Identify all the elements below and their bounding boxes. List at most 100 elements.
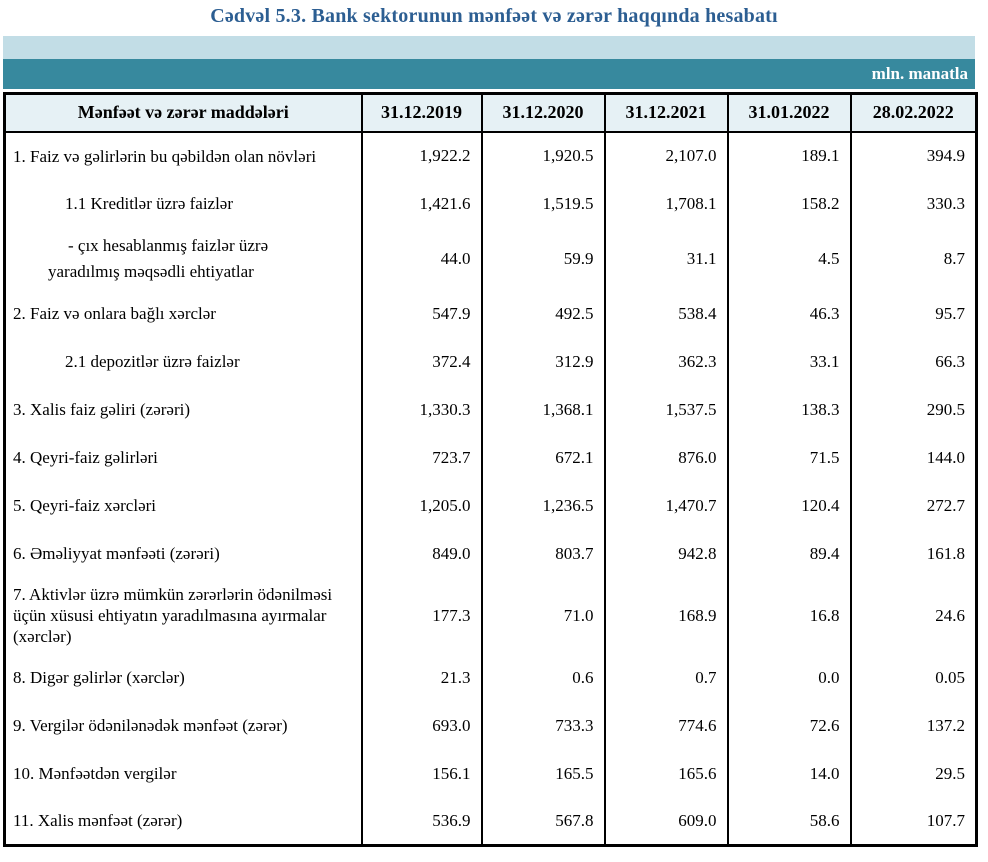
value-cell: 21.3 bbox=[360, 653, 483, 702]
table-row: 5. Qeyri-faiz xərcləri 1,205.0 1,236.5 1,47… bbox=[3, 481, 978, 530]
value-cell: 1,368.1 bbox=[480, 385, 606, 434]
table-header-row: Mənfəət və zərər maddələri 31.12.2019 31.1… bbox=[3, 92, 978, 133]
table-row: 3. Xalis faiz gəliri (zərəri) 1,330.3 1,36… bbox=[3, 385, 978, 434]
value-cell: 107.7 bbox=[849, 797, 978, 846]
date-column-header: 31.12.2020 bbox=[480, 92, 606, 133]
value-cell: 1,920.5 bbox=[480, 131, 606, 180]
row-label-cell: 3. Xalis faiz gəliri (zərəri) bbox=[3, 385, 363, 434]
value-cell: 774.6 bbox=[603, 701, 729, 750]
row-label-cell: 1.1 Kreditlər üzrə faizlər bbox=[3, 179, 363, 228]
table-row: 9. Vergilər ödənilənədək mənfəət (zərər)… bbox=[3, 701, 978, 750]
value-cell: 4.5 bbox=[726, 227, 852, 290]
row-label: 7. Aktivlər üzrə mümkün zərərlərin ödəni… bbox=[13, 585, 333, 646]
value-cell: 8.7 bbox=[849, 227, 978, 290]
value-cell: 29.5 bbox=[849, 749, 978, 798]
table-row: 10. Mənfəətdən vergilər 156.1 165.5 165.6 14… bbox=[3, 749, 978, 798]
table-row: 11. Xalis mənfəət (zərər) 536.9 567.8 609.0… bbox=[3, 797, 978, 846]
value-cell: 177.3 bbox=[360, 577, 483, 654]
table-row: 4. Qeyri-faiz gəlirləri 723.7 672.1 876.0 71… bbox=[3, 433, 978, 482]
value-cell: 0.0 bbox=[726, 653, 852, 702]
table-row: 2.1 depozitlər üzrə faizlər 372.4 312.9 362… bbox=[3, 337, 978, 386]
row-label: 3. Xalis faiz gəliri (zərəri) bbox=[13, 400, 190, 419]
value-cell: 72.6 bbox=[726, 701, 852, 750]
value-cell: 156.1 bbox=[360, 749, 483, 798]
value-cell: 0.05 bbox=[849, 653, 978, 702]
value-cell: 138.3 bbox=[726, 385, 852, 434]
value-cell: 567.8 bbox=[480, 797, 606, 846]
value-cell: 1,519.5 bbox=[480, 179, 606, 228]
page-title: Cədvəl 5.3. Bank sektorunun mənfəət və z… bbox=[210, 5, 778, 27]
row-label-cell: 6. Əməliyyat mənfəəti (zərəri) bbox=[3, 529, 363, 578]
value-cell: 538.4 bbox=[603, 289, 729, 338]
value-cell: 89.4 bbox=[726, 529, 852, 578]
value-cell: 362.3 bbox=[603, 337, 729, 386]
value-cell: 31.1 bbox=[603, 227, 729, 290]
value-cell: 161.8 bbox=[849, 529, 978, 578]
row-label-cell: 4. Qeyri-faiz gəlirləri bbox=[3, 433, 363, 482]
value-cell: 693.0 bbox=[360, 701, 483, 750]
value-cell: 144.0 bbox=[849, 433, 978, 482]
value-cell: 137.2 bbox=[849, 701, 978, 750]
table-sheet: mln. manatla Mənfəət və zərər maddələri 3… bbox=[3, 36, 978, 847]
value-cell: 71.0 bbox=[480, 577, 606, 654]
value-cell: 547.9 bbox=[360, 289, 483, 338]
table-row: 7. Aktivlər üzrə mümkün zərərlərin ödəni… bbox=[3, 577, 978, 654]
row-label: 10. Mənfəətdən vergilər bbox=[13, 764, 177, 783]
row-label-cell: 10. Mənfəətdən vergilər bbox=[3, 749, 363, 798]
table-row: 6. Əməliyyat mənfəəti (zərəri) 849.0 803.7… bbox=[3, 529, 978, 578]
row-label-cell: 1. Faiz və gəlirlərin bu qəbildən olan n… bbox=[3, 131, 363, 180]
pnl-table: Mənfəət və zərər maddələri 31.12.2019 31.1… bbox=[3, 92, 978, 847]
value-cell: 33.1 bbox=[726, 337, 852, 386]
value-cell: 189.1 bbox=[726, 131, 852, 180]
value-cell: 803.7 bbox=[480, 529, 606, 578]
row-label: 4. Qeyri-faiz gəlirləri bbox=[13, 448, 158, 467]
value-cell: 876.0 bbox=[603, 433, 729, 482]
items-column-header: Mənfəət və zərər maddələri bbox=[3, 92, 363, 133]
value-cell: 1,205.0 bbox=[360, 481, 483, 530]
row-label: 9. Vergilər ödənilənədək mənfəət (zərər) bbox=[13, 716, 288, 735]
row-label-cell: 9. Vergilər ödənilənədək mənfəət (zərər) bbox=[3, 701, 363, 750]
table-row: 8. Digər gəlirlər (xərclər) 21.3 0.6 0.7 0.0… bbox=[3, 653, 978, 702]
value-cell: 2,107.0 bbox=[603, 131, 729, 180]
value-cell: 1,236.5 bbox=[480, 481, 606, 530]
row-label: 11. Xalis mənfəət (zərər) bbox=[13, 811, 183, 831]
value-cell: 942.8 bbox=[603, 529, 729, 578]
value-cell: 120.4 bbox=[726, 481, 852, 530]
row-label-cell: 8. Digər gəlirlər (xərclər) bbox=[3, 653, 363, 702]
value-cell: 1,922.2 bbox=[360, 131, 483, 180]
date-column-header: 28.02.2022 bbox=[849, 92, 978, 133]
table-row: 2. Faiz və onlara bağlı xərclər 547.9 492.… bbox=[3, 289, 978, 338]
value-cell: 59.9 bbox=[480, 227, 606, 290]
value-cell: 14.0 bbox=[726, 749, 852, 798]
value-cell: 44.0 bbox=[360, 227, 483, 290]
value-cell: 58.6 bbox=[726, 797, 852, 846]
row-label: - çıx hesablanmış faizlər üzrə yaradılmı… bbox=[48, 235, 269, 281]
value-cell: 1,421.6 bbox=[360, 179, 483, 228]
row-label: 5. Qeyri-faiz xərcləri bbox=[13, 496, 156, 515]
value-cell: 372.4 bbox=[360, 337, 483, 386]
top-band bbox=[3, 36, 975, 59]
row-label-cell: 2. Faiz və onlara bağlı xərclər bbox=[3, 289, 363, 338]
value-cell: 71.5 bbox=[726, 433, 852, 482]
value-cell: 672.1 bbox=[480, 433, 606, 482]
row-label: 8. Digər gəlirlər (xərclər) bbox=[13, 668, 185, 687]
value-cell: 272.7 bbox=[849, 481, 978, 530]
value-cell: 95.7 bbox=[849, 289, 978, 338]
row-label: 1.1 Kreditlər üzrə faizlər bbox=[65, 194, 234, 213]
unit-band: mln. manatla bbox=[3, 59, 975, 89]
value-cell: 1,537.5 bbox=[603, 385, 729, 434]
row-label: 1. Faiz və gəlirlərin bu qəbildən olan n… bbox=[13, 146, 317, 166]
report-page: Cədvəl 5.3. Bank sektorunun mənfəət və z… bbox=[0, 5, 988, 847]
date-column-header: 31.12.2019 bbox=[360, 92, 483, 133]
value-cell: 290.5 bbox=[849, 385, 978, 434]
date-column-header: 31.01.2022 bbox=[726, 92, 852, 133]
table-row: - çıx hesablanmış faizlər üzrə yaradılmı… bbox=[3, 227, 978, 290]
value-cell: 0.7 bbox=[603, 653, 729, 702]
value-cell: 46.3 bbox=[726, 289, 852, 338]
value-cell: 165.6 bbox=[603, 749, 729, 798]
value-cell: 165.5 bbox=[480, 749, 606, 798]
row-label-cell: 2.1 depozitlər üzrə faizlər bbox=[3, 337, 363, 386]
unit-label: mln. manatla bbox=[871, 64, 968, 83]
value-cell: 609.0 bbox=[603, 797, 729, 846]
value-cell: 24.6 bbox=[849, 577, 978, 654]
